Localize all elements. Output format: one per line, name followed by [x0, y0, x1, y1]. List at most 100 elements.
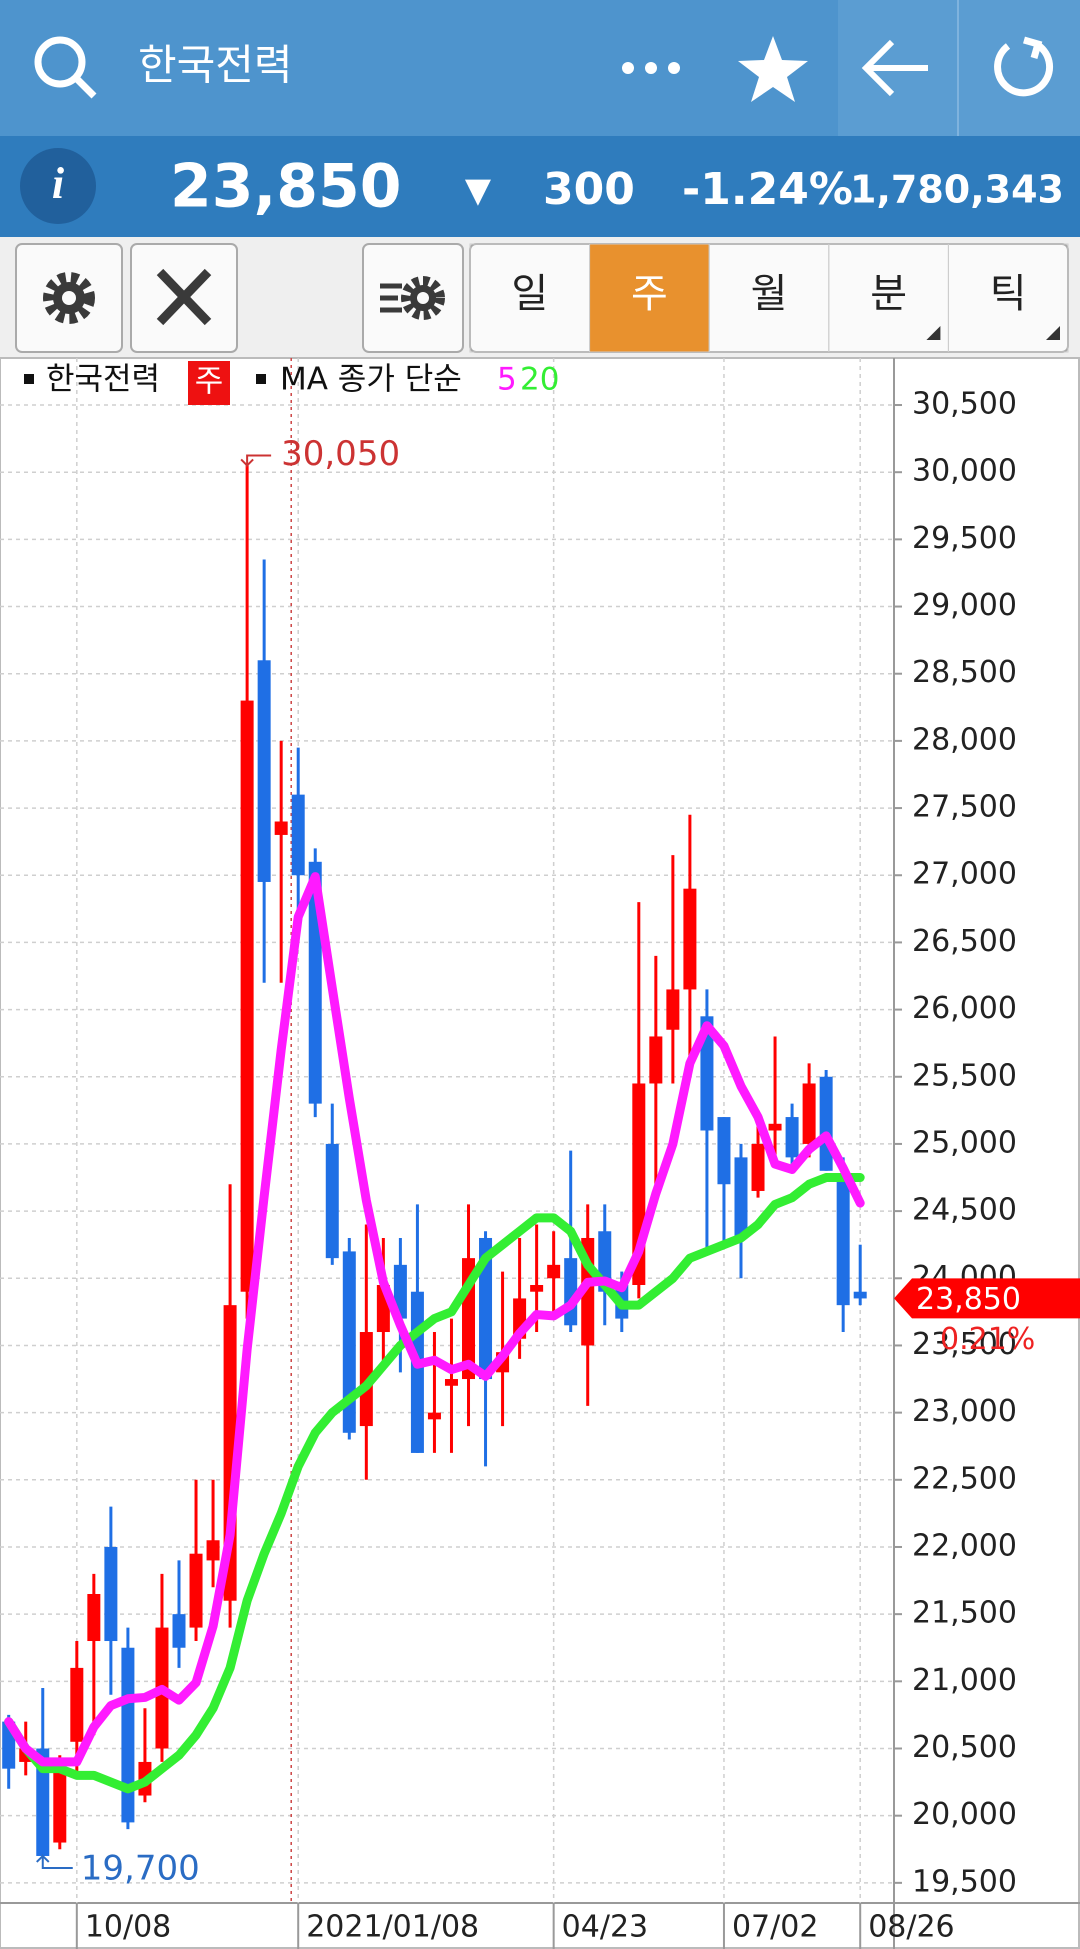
candle-body [274, 821, 288, 835]
high-label: 30,050 [281, 434, 400, 474]
candle-body [479, 1237, 493, 1380]
candle-body [768, 1123, 782, 1131]
legend: 한국전력 주 MA 종가 단순 5 20 [24, 361, 559, 405]
tab[interactable] [947, 243, 1069, 353]
candle-body [751, 1143, 765, 1191]
candle-body [70, 1667, 84, 1742]
x-tick-label: 08/26 [868, 1910, 954, 1945]
y-tick-label: 21,500 [912, 1596, 1017, 1631]
y-tick-label: 20,500 [912, 1730, 1017, 1765]
candle-body [819, 1076, 833, 1171]
tab-dropdown [926, 326, 941, 340]
y-tick-label: 27,500 [912, 790, 1017, 825]
volume: 1,780,343 [850, 168, 1064, 212]
candle-body [206, 1540, 220, 1561]
y-tick-label: 21,000 [912, 1663, 1017, 1698]
candle-body [734, 1157, 748, 1238]
search-button[interactable] [34, 36, 97, 99]
x-tick-label: 07/02 [732, 1910, 818, 1945]
candle-body [325, 1143, 339, 1259]
candle-body [717, 1117, 731, 1185]
tools-button[interactable] [130, 243, 238, 353]
favorite-button[interactable] [738, 36, 808, 102]
candle-body [666, 989, 680, 1030]
stock-name[interactable]: 한국전력 [138, 41, 293, 90]
change: 300 [543, 164, 635, 215]
y-tick-label: 22,500 [912, 1461, 1017, 1496]
tab-label: 주 [631, 271, 668, 317]
info-icon: i [52, 159, 65, 208]
candle-body [649, 1036, 663, 1084]
candle-body [547, 1264, 561, 1279]
y-tick-label: 28,000 [912, 722, 1017, 757]
candle-body [530, 1285, 544, 1292]
chart-frame [0, 357, 1080, 1949]
refresh-button[interactable] [994, 36, 1054, 97]
y-tick-label: 20,000 [912, 1797, 1017, 1832]
y-tick-label: 29,500 [912, 521, 1017, 556]
candle-body [700, 1016, 714, 1131]
low-label: 19,700 [81, 1848, 200, 1888]
change-percent: -1.24% [682, 164, 853, 215]
candle-body [240, 700, 254, 1292]
candle-body [189, 1553, 203, 1628]
legend-ma-label: MA 종가 단순 [280, 362, 462, 398]
candle-body [785, 1117, 799, 1158]
x-tick-label: 2021/01/08 [306, 1910, 479, 1945]
low-pointer [36, 1853, 73, 1869]
candle-body [410, 1291, 424, 1453]
legend-period-box [188, 361, 230, 405]
candle-body [444, 1379, 458, 1386]
y-tick-label: 28,500 [912, 655, 1017, 690]
candle-body [427, 1412, 441, 1420]
back-button[interactable] [861, 39, 928, 97]
tab-label: 일 [511, 271, 548, 317]
tab-dropdown [1046, 326, 1060, 340]
candle-body [36, 1748, 50, 1856]
y-tick-label: 23,000 [912, 1394, 1017, 1429]
y-tick-label: 24,500 [912, 1193, 1017, 1228]
candle-body [836, 1177, 850, 1306]
candle-body [87, 1594, 101, 1642]
last-price-tag [894, 1278, 1080, 1319]
y-tick-label: 26,500 [912, 924, 1017, 959]
tab[interactable] [589, 243, 710, 353]
y-tick-label: 30,000 [912, 454, 1017, 489]
legend-period: 주 [195, 364, 224, 400]
legend-marker [24, 374, 34, 384]
quote-bar [0, 136, 1080, 237]
candle-body [342, 1251, 356, 1433]
legend-marker [256, 374, 266, 384]
y-tick-label: 25,000 [912, 1125, 1017, 1160]
ma-line [4, 872, 865, 1767]
info-button[interactable] [20, 148, 96, 224]
y-tick-label: 19,500 [912, 1864, 1017, 1899]
high-pointer [240, 454, 272, 468]
plot: 19,500 20,000 20,500 21,000 21,500 22,000 22,5… [0, 358, 1080, 1949]
candle-body [853, 1291, 867, 1299]
y-tick-label: 30,500 [912, 387, 1017, 422]
candle-body [53, 1768, 67, 1843]
last-price-label: 23,850 [916, 1282, 1021, 1317]
last-pct-label: 0.21% [940, 1322, 1035, 1357]
tab-label: 월 [751, 271, 788, 317]
more-button[interactable] [622, 62, 680, 74]
y-tick-label: 29,000 [912, 588, 1017, 623]
price: 23,850 [170, 152, 402, 222]
x-tick-label: 10/08 [85, 1910, 171, 1945]
candle-body [121, 1647, 135, 1823]
legend-symbol: 한국전력 [46, 362, 160, 398]
x-tick-label: 04/23 [562, 1910, 648, 1945]
indicator-settings-button[interactable] [362, 243, 464, 353]
settings-button[interactable] [15, 243, 123, 353]
y-tick-label: 23,500 [912, 1327, 1017, 1362]
tab-label: 틱 [990, 271, 1027, 317]
legend-ma-20: 20 [520, 362, 559, 398]
candle-body [104, 1546, 118, 1642]
ma-line [4, 1173, 865, 1794]
legend-ma-5: 5 [497, 362, 517, 398]
candle-body [257, 660, 271, 882]
candle-body [802, 1083, 816, 1144]
